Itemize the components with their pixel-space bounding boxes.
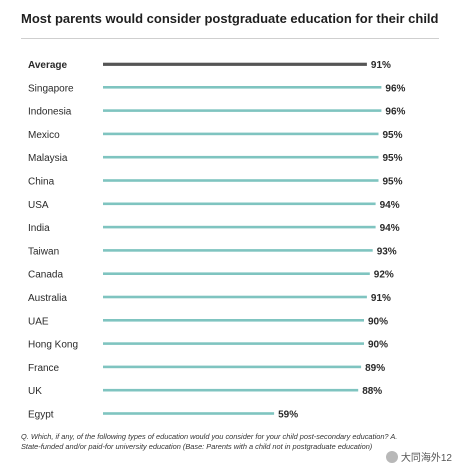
value-label-indonesia: 96% [385,107,405,118]
value-label-singapore: 96% [385,83,405,94]
category-label-hong-kong: Hong Kong [28,340,78,351]
category-label-uae: UAE [28,316,49,327]
value-label-uk: 88% [362,386,382,397]
value-label-average: 91% [371,60,391,71]
bar-mexico [103,132,379,136]
footnote: Q. Which, if any, of the following types… [21,432,398,451]
wechat-icon [385,450,398,463]
value-label-australia: 91% [371,293,391,304]
bar-average [103,62,367,66]
category-label-average: Average [28,60,68,71]
chart-title: Most parents would consider postgraduate… [21,11,439,26]
bar-india [103,225,376,229]
bar-uae [103,319,364,322]
bar-egypt [103,412,275,415]
category-label-france: France [28,363,60,374]
category-label-taiwan: Taiwan [28,246,59,257]
watermark: 大同海外12 [385,449,452,464]
category-label-mexico: Mexico [28,130,60,141]
value-label-france: 89% [365,363,385,374]
bar-uk [103,388,359,392]
category-label-australia: Australia [28,293,67,304]
value-label-mexico: 95% [383,130,403,141]
value-label-usa: 94% [380,200,400,211]
bar-usa [103,202,376,206]
category-label-india: India [28,223,50,234]
bar-australia [103,295,367,299]
value-label-egypt: 59% [278,410,298,421]
category-label-uk: UK [28,386,42,397]
value-label-uae: 90% [368,316,388,327]
bar-china [103,179,379,182]
title-divider [21,38,439,39]
watermark-text: 大同海外12 [400,453,452,464]
bar-canada [103,272,370,275]
category-label-egypt: Egypt [28,410,54,421]
bar-taiwan [103,249,373,252]
value-label-india: 94% [380,223,400,234]
value-label-taiwan: 93% [377,246,397,257]
category-label-canada: Canada [28,270,63,281]
bar-hong-kong [103,342,364,345]
value-label-hong-kong: 90% [368,340,388,351]
category-label-singapore: Singapore [28,83,74,94]
bar-malaysia [103,155,379,159]
category-label-malaysia: Malaysia [28,153,68,164]
category-label-usa: USA [28,200,49,211]
value-label-canada: 92% [374,270,394,281]
category-label-indonesia: Indonesia [28,107,72,118]
bar-france [103,365,362,369]
value-label-china: 95% [383,177,403,188]
category-label-china: China [28,177,55,188]
bar-singapore [103,86,382,89]
value-label-malaysia: 95% [383,153,403,164]
bar-indonesia [103,109,382,112]
